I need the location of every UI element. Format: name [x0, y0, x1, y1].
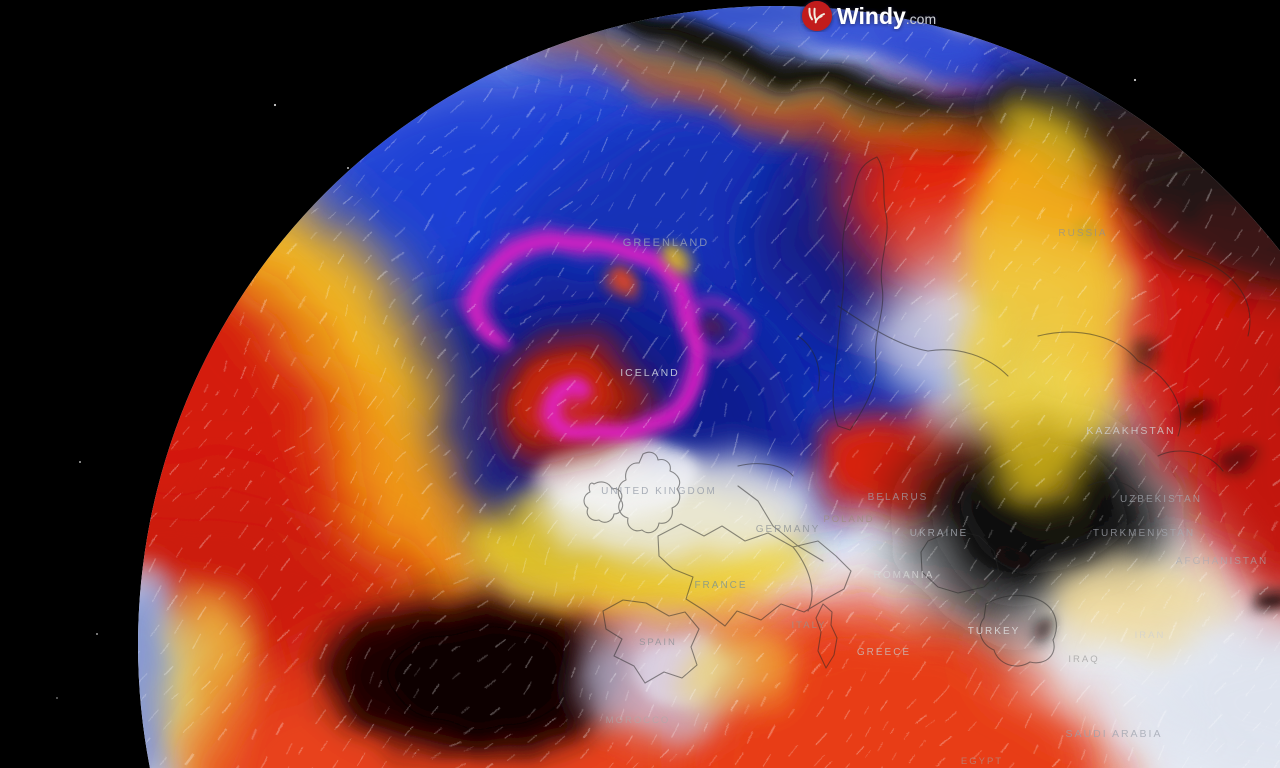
svg-text:KAZAKHSTAN: KAZAKHSTAN: [1086, 425, 1175, 437]
svg-text:ROMANIA: ROMANIA: [874, 570, 935, 581]
svg-text:RUSSIA: RUSSIA: [1058, 228, 1107, 239]
svg-text:POLAND: POLAND: [823, 514, 874, 525]
svg-text:GERMANY: GERMANY: [756, 524, 821, 535]
svg-text:IRAN: IRAN: [1135, 630, 1166, 641]
svg-text:MOROCCO: MOROCCO: [606, 715, 671, 726]
svg-text:ITALY: ITALY: [792, 620, 827, 631]
svg-text:Windy.com: Windy.com: [837, 3, 936, 29]
svg-text:BELARUS: BELARUS: [868, 492, 929, 503]
svg-text:UZBEKISTAN: UZBEKISTAN: [1120, 494, 1202, 505]
svg-text:TURKEY: TURKEY: [968, 626, 1021, 637]
svg-text:SAUDI ARABIA: SAUDI ARABIA: [1066, 728, 1163, 740]
svg-text:EGYPT: EGYPT: [961, 756, 1003, 767]
svg-text:SPAIN: SPAIN: [639, 637, 677, 648]
svg-text:GREENLAND: GREENLAND: [623, 237, 709, 249]
svg-text:AFGHANISTAN: AFGHANISTAN: [1176, 556, 1268, 567]
svg-text:TURKMENISTAN: TURKMENISTAN: [1093, 528, 1195, 539]
svg-text:IRAQ: IRAQ: [1068, 654, 1099, 665]
svg-text:FRANCE: FRANCE: [694, 580, 747, 591]
svg-text:ICELAND: ICELAND: [620, 367, 680, 379]
svg-text:UKRAINE: UKRAINE: [910, 528, 968, 539]
svg-text:GREECE: GREECE: [857, 647, 911, 658]
svg-text:UNITED KINGDOM: UNITED KINGDOM: [601, 486, 717, 497]
